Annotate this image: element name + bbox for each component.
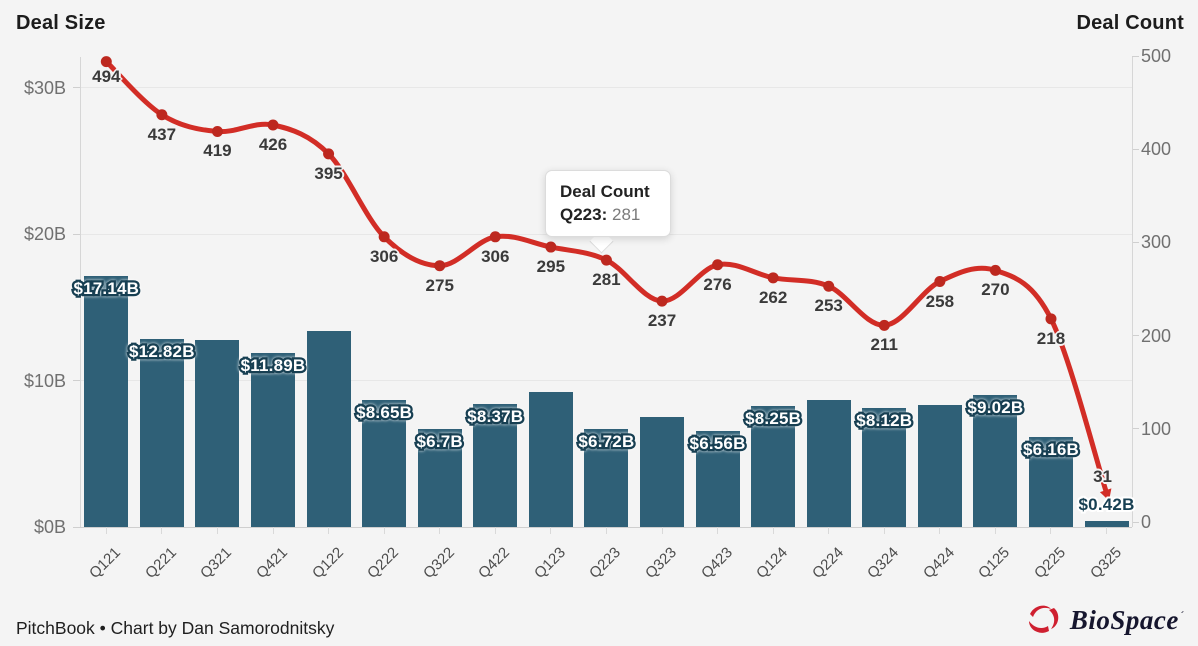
deal-count-value-label: 426 — [258, 134, 288, 154]
left-axis-tick-label: $10B — [23, 370, 66, 391]
deal-count-value-label: 270 — [981, 280, 1010, 300]
left-axis-tick — [72, 233, 80, 235]
right-axis-tick-label: 300 — [1141, 232, 1172, 253]
right-axis-title: Deal Count — [1076, 12, 1184, 34]
tooltip-title: Deal Count — [560, 182, 650, 201]
biospace-logo: BioSpace´ — [1024, 600, 1184, 640]
x-axis-tick — [272, 527, 274, 534]
tooltip-quarter: Q223: — [560, 205, 608, 224]
deal-count-value-label: 237 — [647, 311, 677, 331]
left-axis-line — [79, 57, 81, 527]
left-axis-tick-label: $20B — [23, 224, 66, 244]
x-axis-line — [79, 526, 1132, 528]
x-axis-tick — [1106, 527, 1108, 534]
deal-count-point[interactable] — [1045, 313, 1057, 325]
left-axis-tick — [72, 526, 80, 528]
x-axis-tick — [883, 527, 885, 534]
right-axis-tick-label: 0 — [1141, 512, 1152, 532]
x-axis-tick — [772, 527, 774, 534]
right-axis-tick — [1132, 335, 1139, 337]
deal-count-point[interactable] — [656, 295, 668, 307]
deal-count-value-label: 31 — [1093, 467, 1112, 487]
deal-count-value-label: 306 — [369, 246, 399, 266]
bar[interactable] — [251, 352, 295, 527]
tooltip-value-row: Q223: 281 — [560, 203, 656, 226]
deal-count-point[interactable] — [934, 276, 946, 288]
deal-count-point[interactable] — [434, 260, 446, 272]
deal-count-value-label: 281 — [592, 270, 621, 290]
bar-value-label: $0.42B — [1077, 493, 1137, 516]
deal-count-point[interactable] — [211, 125, 223, 137]
deal-count-point[interactable] — [989, 264, 1001, 276]
x-axis-tick — [550, 527, 552, 534]
deal-count-point[interactable] — [156, 109, 168, 121]
bar-value-label: $6.7B — [414, 430, 465, 454]
x-axis-tick — [994, 527, 996, 534]
deal-count-value-label: 395 — [314, 163, 343, 183]
x-axis-tick — [161, 527, 163, 534]
deal-count-point[interactable] — [545, 241, 557, 253]
biospace-logo-text: BioSpace´ — [1069, 604, 1184, 635]
bar[interactable] — [84, 275, 129, 527]
x-axis-tick — [383, 527, 385, 534]
bar-value-label: $11.89B — [238, 354, 307, 378]
deal-count-value-label: 275 — [425, 275, 454, 295]
source-credit: PitchBook • Chart by Dan Samorodnitsky — [16, 618, 335, 638]
right-axis-tick — [1132, 428, 1139, 430]
deal-count-point[interactable] — [100, 56, 112, 68]
right-axis-line — [1132, 57, 1133, 527]
x-axis-tick — [439, 527, 441, 534]
deal-count-value-label: 494 — [92, 66, 121, 86]
biospace-swirl-icon — [1028, 605, 1059, 633]
deal-count-value-label: 211 — [870, 335, 898, 355]
deal-count-point[interactable] — [323, 148, 335, 160]
right-axis-tick-label: 200 — [1141, 325, 1172, 346]
tooltip-value: 281 — [611, 205, 641, 224]
right-axis-tick-label: 100 — [1141, 418, 1172, 439]
right-axis-tick — [1132, 521, 1139, 523]
bar-value-label: $17.14B — [71, 277, 141, 301]
x-axis-tick — [216, 527, 218, 534]
x-axis-tick — [828, 527, 830, 534]
bar-value-label: $6.16B — [1021, 438, 1081, 462]
right-axis-tick — [1132, 148, 1139, 150]
gridline — [79, 87, 1132, 88]
left-axis-tick — [72, 380, 80, 381]
deal-count-point[interactable] — [767, 272, 779, 284]
left-axis-title: Deal Size — [16, 12, 106, 34]
x-axis-tick — [661, 527, 663, 534]
left-axis-tick — [72, 87, 80, 88]
right-axis-tick-label: 500 — [1141, 46, 1172, 66]
x-axis-tick — [939, 527, 941, 534]
bar[interactable] — [1084, 520, 1129, 527]
x-axis-tick — [717, 527, 719, 534]
x-axis-tick — [1050, 527, 1052, 534]
x-axis-tick — [494, 527, 496, 534]
deal-count-point[interactable] — [267, 119, 279, 131]
x-axis-tick — [328, 527, 330, 534]
deal-count-point[interactable] — [712, 259, 724, 271]
tooltip: Deal Count Q223: 281 — [545, 170, 671, 237]
bar-value-label: $6.56B — [687, 432, 747, 456]
deal-count-point[interactable] — [878, 319, 890, 331]
right-axis-tick — [1132, 55, 1139, 57]
right-axis-tick-label: 400 — [1141, 139, 1172, 160]
deal-count-value-label: 218 — [1036, 328, 1066, 348]
deal-count-value-label: 253 — [814, 296, 843, 316]
x-axis-tick — [605, 527, 607, 534]
left-axis-tick-label: $0B — [33, 517, 66, 537]
deal-count-point[interactable] — [823, 280, 835, 292]
deal-count-point[interactable] — [600, 254, 612, 266]
bar[interactable] — [139, 339, 184, 527]
bar-value-label: $8.37B — [465, 405, 525, 429]
bar-value-label: $9.02B — [965, 396, 1025, 420]
right-axis-tick — [1132, 241, 1139, 243]
biospace-trademark: ´ — [1179, 609, 1184, 622]
left-axis-tick-label: $30B — [23, 77, 66, 98]
x-axis-tick — [105, 527, 107, 534]
